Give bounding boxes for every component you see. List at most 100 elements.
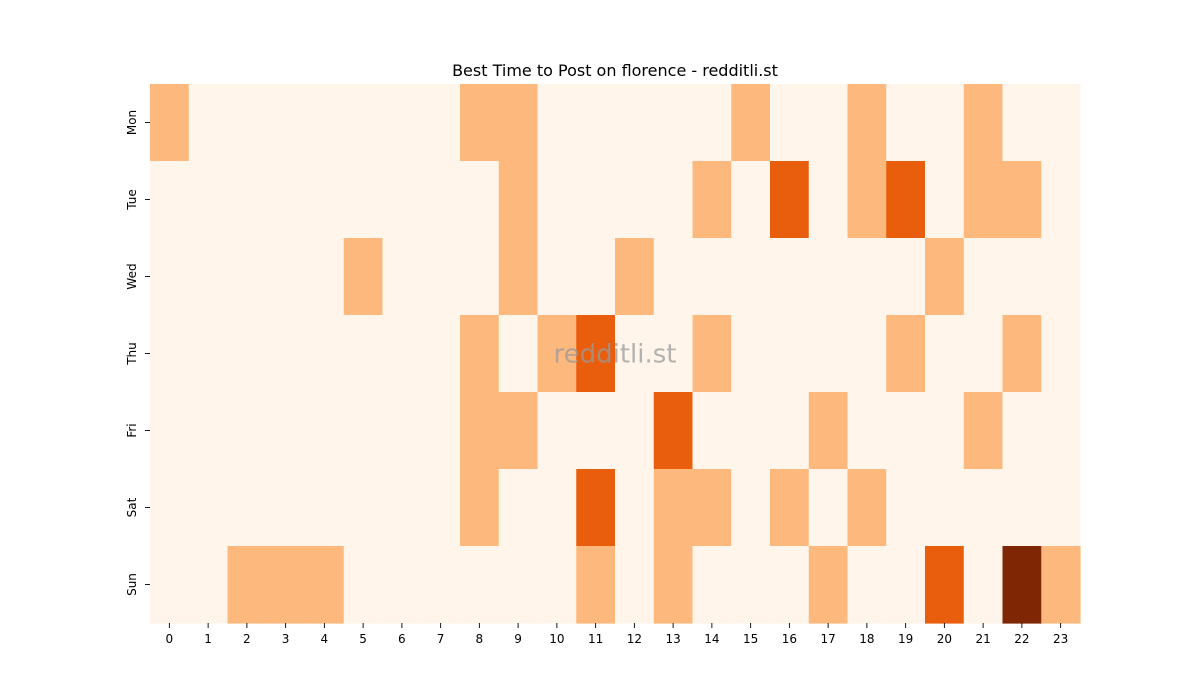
x-tick-label: 17 (820, 632, 835, 646)
heatmap-cell-sun-10 (537, 546, 577, 624)
heatmap-cell-fri-12 (615, 392, 655, 470)
heatmap-cell-fri-20 (925, 392, 965, 470)
heatmap-cell-wed-11 (576, 238, 616, 316)
heatmap-cells (150, 84, 1081, 624)
heatmap-cell-tue-5 (343, 161, 384, 239)
heatmap-cell-thu-17 (808, 315, 849, 393)
heatmap-cell-tue-23 (1041, 161, 1081, 239)
heatmap-cell-tue-7 (421, 161, 461, 239)
heatmap-cell-sun-5 (343, 546, 384, 624)
heatmap-cell-wed-5 (343, 238, 384, 316)
heatmap-cell-thu-3 (266, 315, 306, 393)
heatmap-cell-wed-1 (188, 238, 229, 316)
heatmap-cell-wed-0 (150, 238, 190, 316)
heatmap-cell-fri-3 (266, 392, 306, 470)
heatmap-cell-thu-18 (847, 315, 887, 393)
heatmap-cell-mon-6 (382, 84, 422, 162)
heatmap-cell-sat-23 (1041, 469, 1081, 547)
heatmap-cell-tue-14 (692, 161, 732, 239)
y-tick-label: Wed (125, 263, 139, 289)
heatmap-cell-tue-15 (731, 161, 771, 239)
heatmap-cell-tue-11 (576, 161, 616, 239)
heatmap-cell-fri-1 (188, 392, 229, 470)
heatmap-cell-tue-20 (925, 161, 965, 239)
heatmap-cell-thu-4 (305, 315, 345, 393)
heatmap-cell-mon-22 (1002, 84, 1042, 162)
heatmap-cell-sun-22 (1002, 546, 1042, 624)
heatmap-cell-mon-18 (847, 84, 887, 162)
heatmap-cell-wed-7 (421, 238, 461, 316)
heatmap-cell-sat-16 (770, 469, 810, 547)
heatmap-cell-thu-8 (460, 315, 500, 393)
heatmap-cell-thu-23 (1041, 315, 1081, 393)
heatmap-cell-sat-9 (498, 469, 539, 547)
heatmap-cell-sun-4 (305, 546, 345, 624)
heatmap-cell-wed-4 (305, 238, 345, 316)
heatmap-cell-thu-15 (731, 315, 771, 393)
x-tick-label: 23 (1053, 632, 1068, 646)
y-tick-label: Thu (125, 342, 139, 366)
heatmap-cell-tue-12 (615, 161, 655, 239)
x-tick-label: 12 (627, 632, 642, 646)
heatmap-cell-sun-16 (770, 546, 810, 624)
heatmap-cell-thu-10 (537, 315, 577, 393)
heatmap-cell-sat-3 (266, 469, 306, 547)
heatmap-cell-wed-8 (460, 238, 500, 316)
x-tick-label: 13 (665, 632, 680, 646)
heatmap-cell-sun-3 (266, 546, 306, 624)
heatmap-cell-sat-13 (653, 469, 694, 547)
heatmap-cell-wed-12 (615, 238, 655, 316)
heatmap-cell-thu-5 (343, 315, 384, 393)
heatmap-cell-sun-12 (615, 546, 655, 624)
heatmap-cell-sun-18 (847, 546, 887, 624)
heatmap-cell-thu-2 (227, 315, 267, 393)
heatmap-cell-tue-2 (227, 161, 267, 239)
heatmap-cell-mon-16 (770, 84, 810, 162)
heatmap-cell-wed-22 (1002, 238, 1042, 316)
y-tick-label: Fri (125, 423, 139, 437)
heatmap-cell-sat-1 (188, 469, 229, 547)
chart-title: Best Time to Post on florence - redditli… (452, 61, 778, 80)
heatmap-cell-sat-17 (808, 469, 849, 547)
x-tick-label: 0 (166, 632, 174, 646)
heatmap-cell-fri-8 (460, 392, 500, 470)
heatmap-cell-fri-19 (886, 392, 926, 470)
heatmap-cell-mon-7 (421, 84, 461, 162)
heatmap-cell-sat-0 (150, 469, 190, 547)
heatmap-cell-sat-12 (615, 469, 655, 547)
heatmap-cell-thu-13 (653, 315, 694, 393)
heatmap-cell-fri-7 (421, 392, 461, 470)
y-tick-label: Sat (125, 497, 139, 517)
heatmap-cell-thu-12 (615, 315, 655, 393)
heatmap-cell-sat-20 (925, 469, 965, 547)
heatmap-cell-sat-10 (537, 469, 577, 547)
heatmap-cell-wed-20 (925, 238, 965, 316)
x-tick-label: 8 (476, 632, 484, 646)
heatmap-cell-mon-23 (1041, 84, 1081, 162)
x-tick-label: 19 (898, 632, 913, 646)
heatmap-cell-mon-21 (963, 84, 1004, 162)
heatmap-cell-tue-10 (537, 161, 577, 239)
heatmap-cell-sun-8 (460, 546, 500, 624)
heatmap-cell-wed-23 (1041, 238, 1081, 316)
heatmap-cell-tue-17 (808, 161, 849, 239)
heatmap-cell-tue-8 (460, 161, 500, 239)
x-tick-label: 9 (514, 632, 522, 646)
heatmap-cell-sun-15 (731, 546, 771, 624)
heatmap-cell-thu-0 (150, 315, 190, 393)
heatmap-cell-wed-16 (770, 238, 810, 316)
heatmap-cell-thu-21 (963, 315, 1004, 393)
heatmap-cell-tue-9 (498, 161, 539, 239)
heatmap-cell-thu-22 (1002, 315, 1042, 393)
heatmap-cell-thu-9 (498, 315, 539, 393)
heatmap-cell-mon-1 (188, 84, 229, 162)
x-tick-label: 7 (437, 632, 445, 646)
x-tick-label: 21 (975, 632, 990, 646)
heatmap-cell-mon-0 (150, 84, 190, 162)
heatmap-cell-wed-15 (731, 238, 771, 316)
heatmap-cell-mon-19 (886, 84, 926, 162)
heatmap-cell-mon-9 (498, 84, 539, 162)
heatmap-cell-sun-21 (963, 546, 1004, 624)
heatmap-cell-fri-17 (808, 392, 849, 470)
